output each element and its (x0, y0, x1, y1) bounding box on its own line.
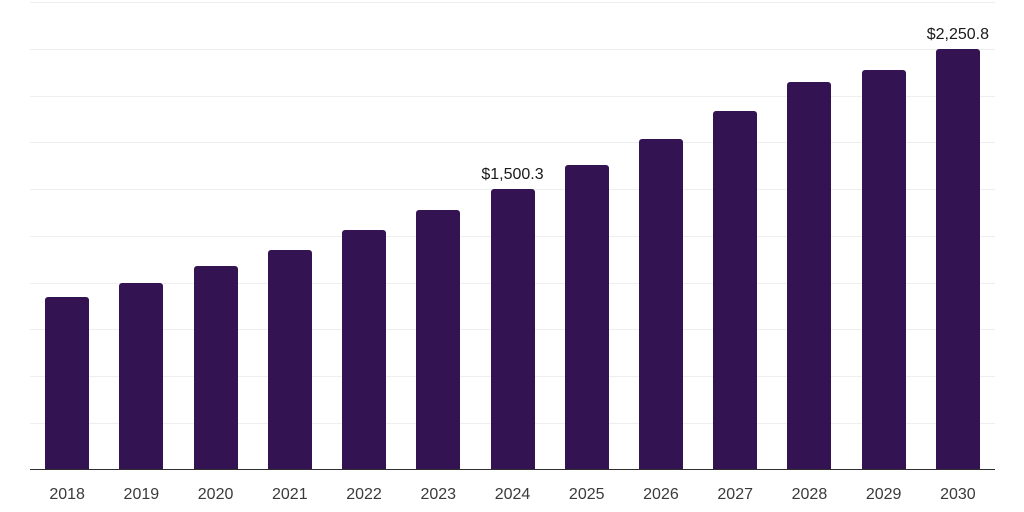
x-tick-label-2028: 2028 (791, 486, 828, 503)
bar-2026 (638, 138, 683, 470)
x-tick-label-2018: 2018 (49, 486, 85, 503)
bar-2028 (787, 81, 832, 470)
bar-2021 (267, 249, 312, 470)
bar-2019 (119, 282, 164, 470)
bar-2018 (45, 297, 90, 470)
data-label-2030: $2,250.8 (926, 25, 990, 43)
x-tick-label-2021: 2021 (272, 486, 308, 503)
bar-2025 (564, 165, 609, 470)
x-tick-label-2029: 2029 (865, 486, 902, 503)
x-tick-label-2024: 2024 (494, 486, 531, 503)
x-tick-label-2019: 2019 (123, 486, 160, 503)
bar-2023 (416, 209, 461, 470)
gridline (30, 2, 995, 3)
bar-2030 (935, 48, 980, 470)
bar-2020 (193, 266, 238, 470)
x-tick-label-2026: 2026 (643, 486, 679, 503)
x-axis-line (30, 468, 995, 470)
gridline (30, 95, 995, 97)
x-tick-label-2022: 2022 (346, 486, 382, 503)
x-tick-label-2030: 2030 (940, 486, 976, 503)
bar-2022 (342, 229, 387, 470)
gridline (30, 142, 995, 144)
bar-2027 (713, 110, 758, 470)
x-tick-label-2020: 2020 (197, 486, 234, 503)
x-tick-label-2023: 2023 (420, 486, 457, 503)
bar-2029 (861, 69, 906, 470)
data-label-2024: $1,500.3 (481, 165, 544, 183)
gridline (30, 48, 995, 50)
x-tick-label-2027: 2027 (717, 486, 753, 503)
bar-2024 (490, 188, 535, 470)
x-tick-label-2025: 2025 (568, 486, 605, 503)
